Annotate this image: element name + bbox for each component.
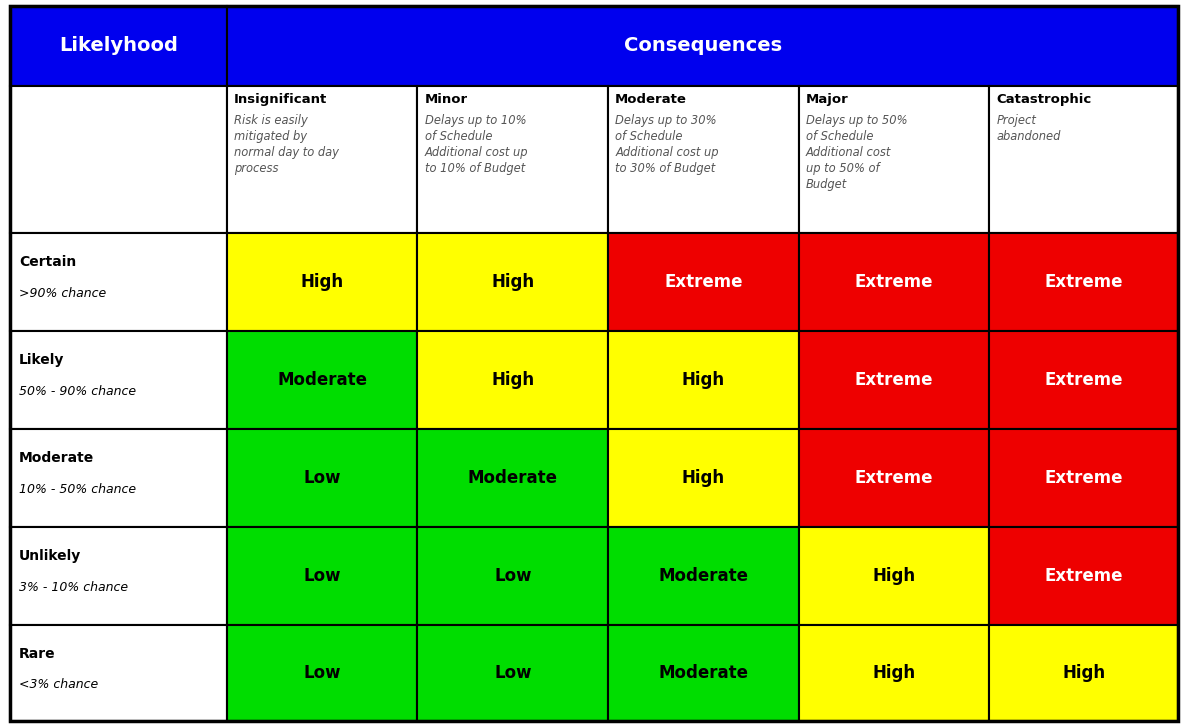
Text: Insignificant: Insignificant (234, 93, 328, 106)
Text: Extreme: Extreme (1044, 273, 1123, 291)
Bar (10, 233, 227, 331)
Text: Likely: Likely (19, 353, 64, 367)
Text: 3% - 10% chance: 3% - 10% chance (19, 581, 128, 594)
Bar (227, 86, 417, 233)
Bar (227, 6, 1178, 86)
Bar (10, 624, 227, 721)
Bar (227, 526, 417, 624)
Bar (990, 86, 1178, 233)
Text: Catastrophic: Catastrophic (997, 93, 1092, 106)
Text: 50% - 90% chance: 50% - 90% chance (19, 385, 137, 398)
Bar (608, 233, 798, 331)
Bar (990, 526, 1178, 624)
Bar (417, 86, 608, 233)
Text: Delays up to 30%
of Schedule
Additional cost up
to 30% of Budget: Delays up to 30% of Schedule Additional … (615, 113, 719, 174)
Bar (798, 331, 990, 429)
Bar (608, 624, 798, 721)
Text: Extreme: Extreme (854, 273, 933, 291)
Bar (227, 331, 417, 429)
Text: <3% chance: <3% chance (19, 678, 99, 691)
Text: High: High (301, 273, 343, 291)
Text: High: High (491, 273, 535, 291)
Text: Likelyhood: Likelyhood (58, 36, 178, 55)
Text: Moderate: Moderate (19, 451, 94, 465)
Text: Low: Low (494, 566, 531, 585)
Bar (10, 526, 227, 624)
Bar (798, 86, 990, 233)
Text: Moderate: Moderate (658, 664, 748, 682)
Bar (990, 624, 1178, 721)
Text: Project
abandoned: Project abandoned (997, 113, 1061, 142)
Bar (417, 331, 608, 429)
Text: Risk is easily
mitigated by
normal day to day
process: Risk is easily mitigated by normal day t… (234, 113, 339, 174)
Bar (417, 526, 608, 624)
Text: >90% chance: >90% chance (19, 287, 106, 300)
Bar (10, 429, 227, 526)
Bar (417, 233, 608, 331)
Text: Extreme: Extreme (854, 469, 933, 486)
Text: High: High (682, 469, 725, 486)
Text: Extreme: Extreme (1044, 371, 1123, 389)
Bar (227, 233, 417, 331)
Text: Consequences: Consequences (624, 36, 782, 55)
Text: Low: Low (303, 566, 341, 585)
Bar (608, 429, 798, 526)
Text: Moderate: Moderate (615, 93, 687, 106)
Text: High: High (872, 566, 916, 585)
Bar (608, 86, 798, 233)
Text: High: High (872, 664, 916, 682)
Bar (798, 526, 990, 624)
Text: Major: Major (805, 93, 848, 106)
Text: Low: Low (494, 664, 531, 682)
Text: Extreme: Extreme (1044, 566, 1123, 585)
Text: Minor: Minor (424, 93, 468, 106)
Text: High: High (1062, 664, 1105, 682)
Text: Extreme: Extreme (664, 273, 742, 291)
Text: Extreme: Extreme (1044, 469, 1123, 486)
Text: Moderate: Moderate (658, 566, 748, 585)
Text: Delays up to 10%
of Schedule
Additional cost up
to 10% of Budget: Delays up to 10% of Schedule Additional … (424, 113, 529, 174)
Text: 10% - 50% chance: 10% - 50% chance (19, 483, 137, 496)
Text: High: High (682, 371, 725, 389)
Bar (417, 624, 608, 721)
Text: Moderate: Moderate (468, 469, 557, 486)
Bar (227, 624, 417, 721)
Bar (798, 233, 990, 331)
Bar (608, 331, 798, 429)
Text: Certain: Certain (19, 255, 76, 269)
Bar (798, 624, 990, 721)
Text: Unlikely: Unlikely (19, 549, 81, 563)
Bar (990, 429, 1178, 526)
Text: High: High (491, 371, 535, 389)
Bar (10, 86, 227, 233)
Bar (798, 429, 990, 526)
Bar (608, 526, 798, 624)
Text: Rare: Rare (19, 646, 56, 661)
Bar (990, 331, 1178, 429)
Bar (10, 6, 227, 86)
Text: Low: Low (303, 664, 341, 682)
Text: Low: Low (303, 469, 341, 486)
Text: Moderate: Moderate (277, 371, 367, 389)
Text: Delays up to 50%
of Schedule
Additional cost
up to 50% of
Budget: Delays up to 50% of Schedule Additional … (805, 113, 908, 190)
Bar (990, 233, 1178, 331)
Bar (10, 331, 227, 429)
Bar (417, 429, 608, 526)
Bar (227, 429, 417, 526)
Text: Extreme: Extreme (854, 371, 933, 389)
